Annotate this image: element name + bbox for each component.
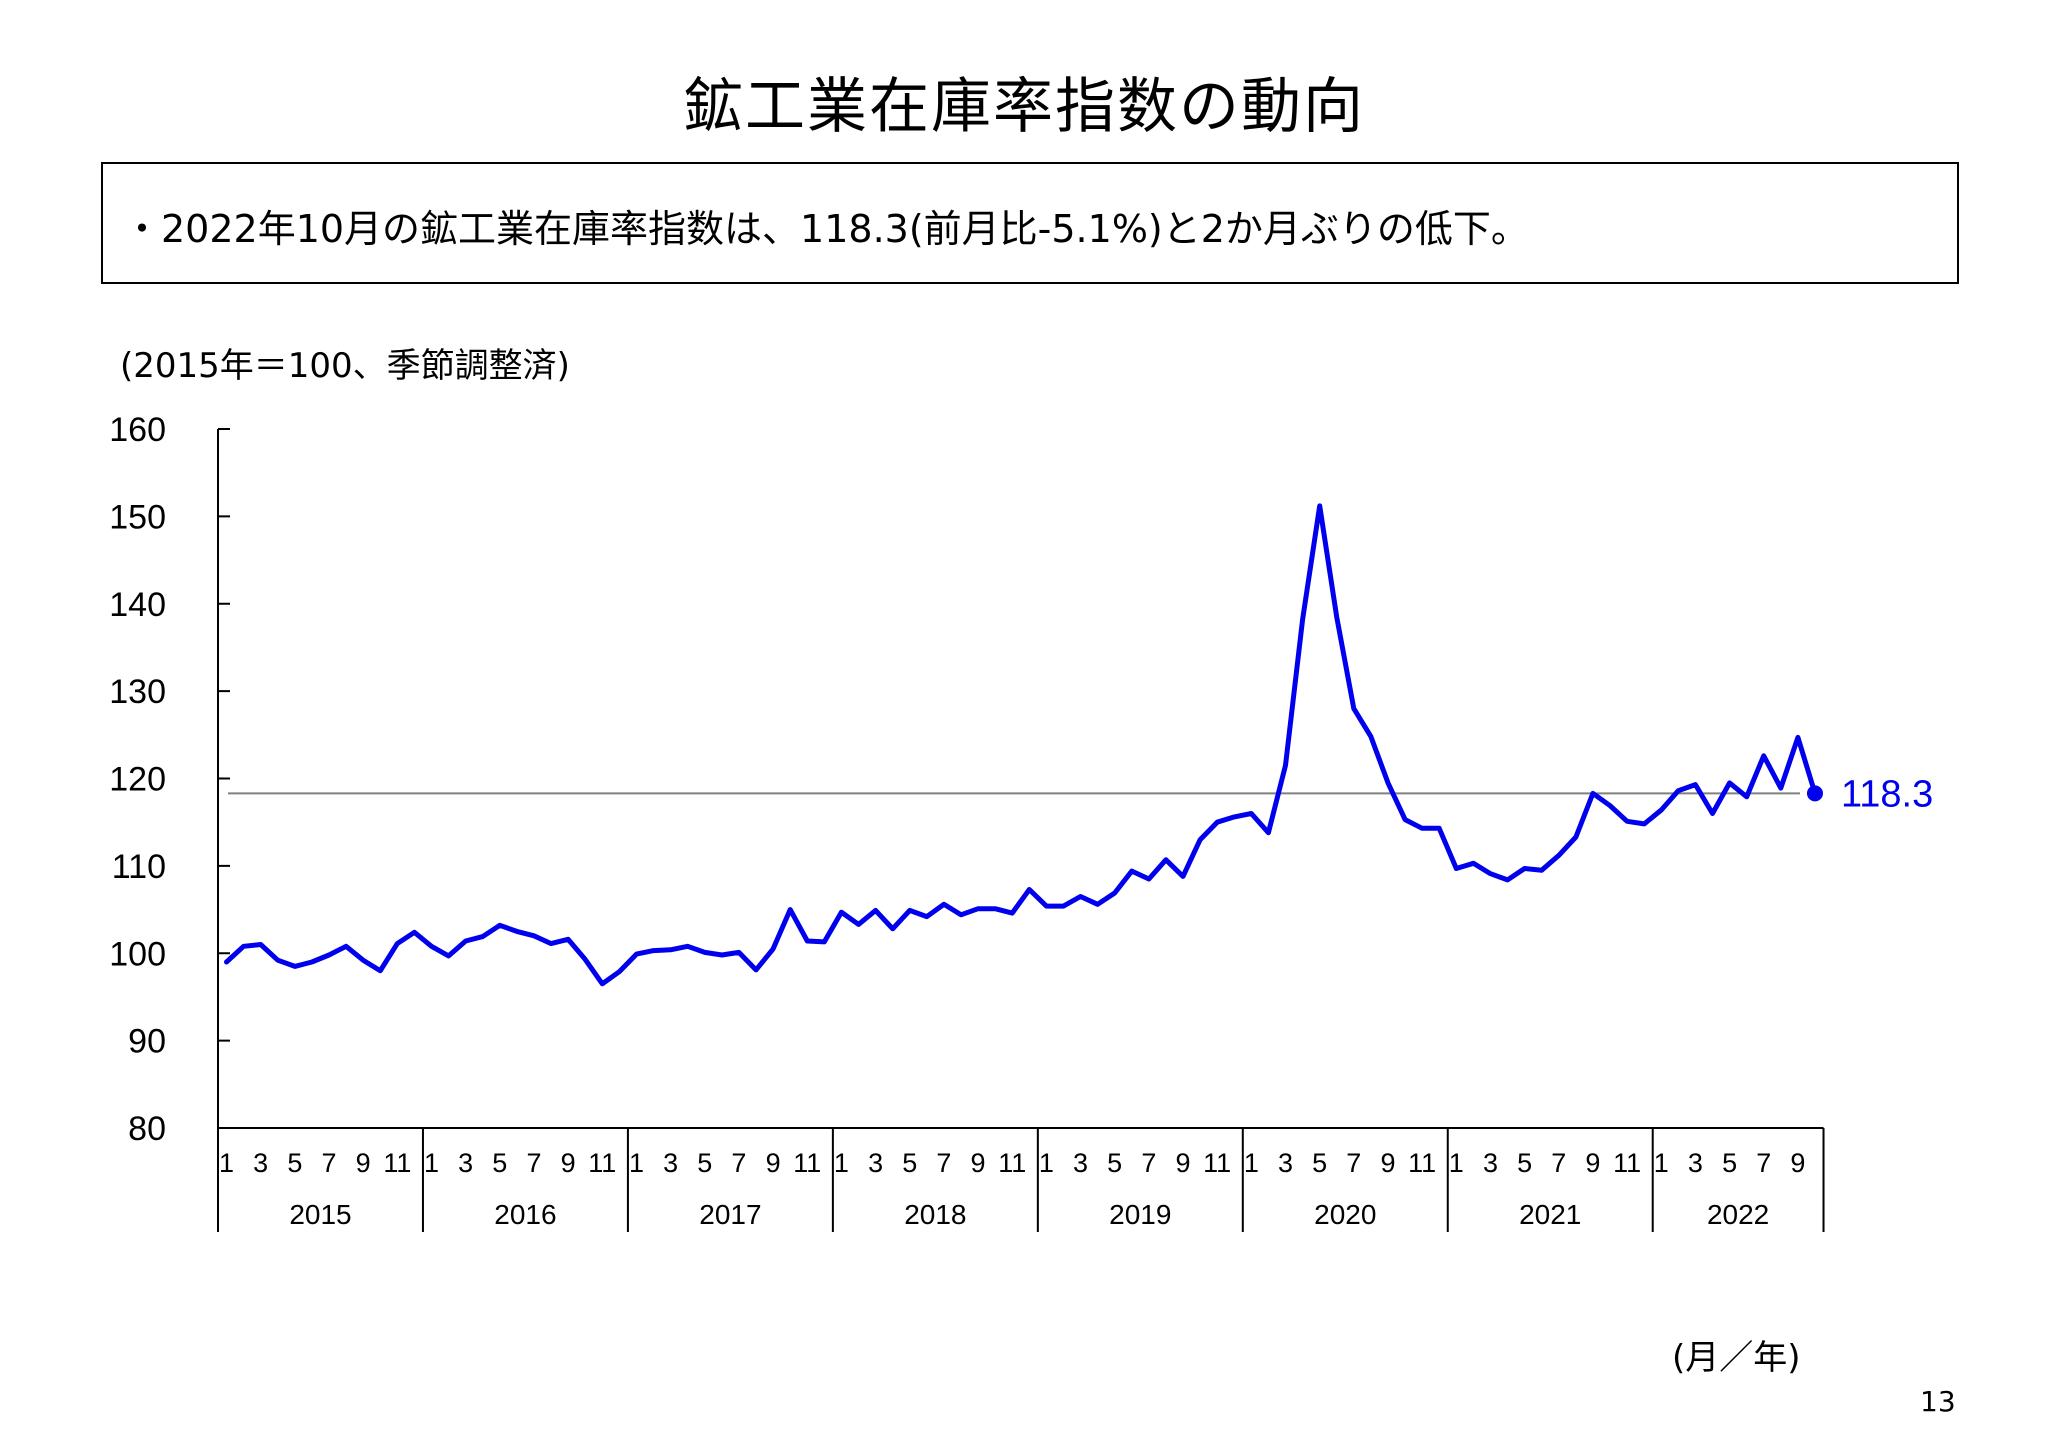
x-year-label: 2019	[1109, 1199, 1171, 1230]
x-month-label: 1	[1039, 1148, 1054, 1178]
x-month-label: 3	[253, 1148, 268, 1178]
x-month-label: 3	[458, 1148, 473, 1178]
x-month-label: 7	[1756, 1148, 1771, 1178]
x-month-label: 5	[1312, 1148, 1327, 1178]
x-month-label: 1	[834, 1148, 849, 1178]
x-year-label: 2017	[699, 1199, 761, 1230]
x-month-label: 11	[1203, 1148, 1231, 1178]
x-month-label: 11	[588, 1148, 616, 1178]
y-tick-label: 100	[109, 935, 166, 973]
x-month-label: 1	[1244, 1148, 1259, 1178]
x-month-label: 1	[424, 1148, 439, 1178]
x-month-label: 11	[383, 1148, 411, 1178]
x-month-label: 7	[526, 1148, 541, 1178]
x-month-label: 9	[1380, 1148, 1395, 1178]
y-tick-label: 90	[128, 1023, 166, 1061]
page-number: 13	[1920, 1385, 1956, 1418]
y-tick-label: 110	[112, 848, 166, 886]
x-month-label: 5	[902, 1148, 917, 1178]
end-point-marker	[1806, 785, 1823, 802]
x-month-label: 9	[356, 1148, 371, 1178]
y-tick-label: 160	[109, 411, 166, 449]
x-month-label: 3	[1483, 1148, 1498, 1178]
x-month-label: 1	[219, 1148, 234, 1178]
x-month-label: 5	[697, 1148, 712, 1178]
x-month-label: 7	[1141, 1148, 1156, 1178]
y-tick-label: 80	[128, 1110, 166, 1148]
x-month-label: 1	[629, 1148, 644, 1178]
x-month-label: 9	[561, 1148, 576, 1178]
x-month-label: 9	[766, 1148, 781, 1178]
x-month-label: 11	[793, 1148, 821, 1178]
x-month-label: 5	[1107, 1148, 1122, 1178]
x-month-label: 9	[1585, 1148, 1600, 1178]
x-month-label: 11	[998, 1148, 1026, 1178]
x-month-label: 3	[1073, 1148, 1088, 1178]
summary-text: ・2022年10月の鉱工業在庫率指数は、118.3(前月比-5.1%)と2か月ぶ…	[123, 207, 1529, 251]
x-year-label: 2020	[1314, 1199, 1376, 1230]
x-month-label: 9	[971, 1148, 986, 1178]
x-month-label: 3	[1278, 1148, 1293, 1178]
x-axis-note: (月／年)	[1672, 1338, 1801, 1378]
y-tick-label: 140	[109, 586, 166, 624]
x-month-label: 5	[287, 1148, 302, 1178]
x-year-label: 2015	[289, 1199, 351, 1230]
x-month-label: 7	[1346, 1148, 1361, 1178]
x-year-label: 2016	[494, 1199, 556, 1230]
x-month-label: 11	[1408, 1148, 1436, 1178]
x-month-label: 3	[663, 1148, 678, 1178]
y-tick-label: 150	[109, 498, 166, 536]
y-tick-label: 130	[109, 673, 166, 711]
x-month-label: 7	[322, 1148, 337, 1178]
x-month-label: 5	[1517, 1148, 1532, 1178]
x-year-label: 2021	[1519, 1199, 1581, 1230]
x-month-label: 7	[936, 1148, 951, 1178]
x-month-label: 1	[1449, 1148, 1464, 1178]
y-tick-label: 120	[109, 761, 166, 799]
x-month-label: 9	[1790, 1148, 1805, 1178]
x-month-label: 7	[731, 1148, 746, 1178]
x-month-label: 9	[1176, 1148, 1191, 1178]
x-month-label: 3	[1688, 1148, 1703, 1178]
x-month-label: 5	[1722, 1148, 1737, 1178]
x-month-label: 5	[492, 1148, 507, 1178]
x-year-label: 2018	[904, 1199, 966, 1230]
x-month-label: 7	[1551, 1148, 1566, 1178]
series-line	[224, 503, 1818, 987]
x-year-label: 2022	[1707, 1199, 1769, 1230]
x-month-label: 3	[868, 1148, 883, 1178]
end-value-label: 118.3	[1841, 773, 1933, 815]
x-month-label: 11	[1613, 1148, 1641, 1178]
page-title: 鉱工業在庫率指数の動向	[683, 72, 1365, 142]
unit-note: (2015年＝100、季節調整済)	[120, 346, 570, 386]
summary-box: ・2022年10月の鉱工業在庫率指数は、118.3(前月比-5.1%)と2か月ぶ…	[101, 162, 1959, 284]
x-month-label: 1	[1654, 1148, 1669, 1178]
